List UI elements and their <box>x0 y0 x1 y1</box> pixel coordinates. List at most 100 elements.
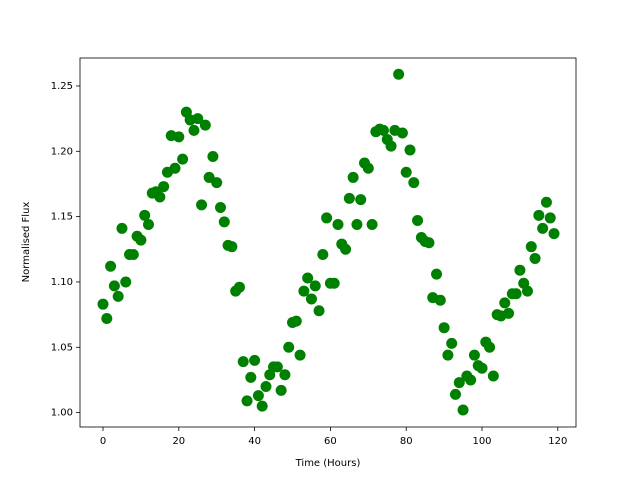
point <box>442 349 454 361</box>
x-tick-label: 40 <box>248 436 261 447</box>
point <box>533 209 545 221</box>
point <box>366 218 378 230</box>
point <box>548 228 560 240</box>
plot-frame <box>79 57 577 428</box>
point <box>188 124 200 136</box>
point <box>404 144 416 156</box>
point <box>237 356 249 368</box>
point <box>271 361 283 373</box>
point <box>305 293 317 305</box>
point <box>457 404 469 416</box>
point <box>309 280 321 292</box>
point <box>400 166 412 178</box>
x-axis-label: Time (Hours) <box>295 458 361 469</box>
point <box>302 272 314 284</box>
point <box>252 390 264 402</box>
point <box>101 313 113 325</box>
point <box>434 294 446 306</box>
x-tick-label: 60 <box>324 436 337 447</box>
point <box>510 288 522 300</box>
point <box>135 234 147 246</box>
point <box>283 341 295 353</box>
x-tick-label: 20 <box>172 436 185 447</box>
point <box>256 400 268 412</box>
point <box>245 371 257 383</box>
point <box>158 181 170 193</box>
point <box>362 162 374 174</box>
point <box>154 191 166 203</box>
point <box>537 222 549 234</box>
point <box>449 388 461 400</box>
point <box>169 162 181 174</box>
point <box>438 322 450 334</box>
point <box>468 349 480 361</box>
point <box>226 241 238 253</box>
point <box>503 307 515 319</box>
y-tick-label: 1.20 <box>51 146 73 157</box>
y-axis-label: Normalised Flux <box>21 202 32 283</box>
point <box>207 151 219 163</box>
point <box>540 196 552 208</box>
y-tick-label: 1.10 <box>51 277 73 288</box>
point <box>408 177 420 189</box>
point <box>294 349 306 361</box>
point <box>142 218 154 230</box>
point <box>214 201 226 213</box>
point <box>544 212 556 224</box>
point <box>218 216 230 228</box>
point <box>525 241 537 253</box>
point <box>313 305 325 317</box>
point <box>499 297 511 309</box>
x-tick-label: 0 <box>100 436 106 447</box>
point <box>192 113 204 125</box>
point <box>108 280 120 292</box>
point <box>446 337 458 349</box>
y-tick-label: 1.25 <box>51 81 73 92</box>
point <box>177 153 189 165</box>
point <box>453 377 465 389</box>
point <box>97 298 109 310</box>
point <box>396 127 408 139</box>
x-tick-label: 100 <box>472 436 491 447</box>
point <box>196 199 208 211</box>
point <box>112 290 124 302</box>
point <box>487 370 499 382</box>
point <box>317 249 329 261</box>
point <box>249 354 261 366</box>
point <box>127 249 139 261</box>
point <box>476 362 488 374</box>
point <box>377 124 389 136</box>
point <box>211 177 223 189</box>
point <box>343 192 355 204</box>
y-tick-label: 1.00 <box>51 408 73 419</box>
point <box>105 260 117 272</box>
point <box>233 281 245 293</box>
point <box>332 218 344 230</box>
x-tick-label: 120 <box>548 436 567 447</box>
point <box>298 285 310 297</box>
point <box>465 374 477 386</box>
point <box>393 68 405 80</box>
point <box>347 171 359 183</box>
point <box>139 209 151 221</box>
point <box>412 215 424 227</box>
point <box>275 384 287 396</box>
point <box>321 212 333 224</box>
point <box>120 276 132 288</box>
point <box>173 131 185 143</box>
point <box>521 285 533 297</box>
y-tick-label: 1.05 <box>51 342 73 353</box>
point <box>328 277 340 289</box>
point <box>340 243 352 255</box>
point <box>290 315 302 327</box>
point <box>279 369 291 381</box>
point <box>355 194 367 206</box>
point <box>484 341 496 353</box>
x-tick-label: 80 <box>400 436 413 447</box>
point <box>514 264 526 276</box>
point <box>529 252 541 264</box>
point <box>116 222 128 234</box>
point <box>199 119 211 131</box>
